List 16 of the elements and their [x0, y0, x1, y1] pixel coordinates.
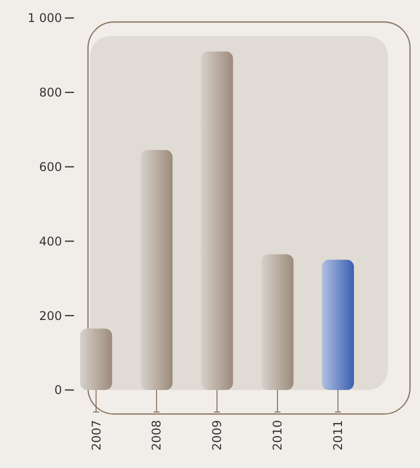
bar [261, 254, 294, 390]
y-tick-label: 800 [39, 86, 62, 100]
x-tick-label: 2007 [89, 420, 104, 451]
x-tick-label: 2011 [331, 420, 346, 451]
y-tick-label: 200 [39, 308, 62, 323]
bar [200, 51, 234, 390]
bar [80, 328, 112, 390]
bar [322, 260, 354, 390]
y-tick-label: 0 [54, 383, 62, 398]
bar [140, 150, 173, 390]
x-tick-label: 2009 [210, 420, 224, 451]
x-tick-label: 2010 [270, 420, 285, 451]
y-tick-label: 1 000 [28, 11, 62, 26]
x-tick-label: 2008 [150, 420, 164, 451]
y-tick-label: 400 [39, 234, 62, 248]
y-tick-label: 600 [39, 160, 62, 174]
